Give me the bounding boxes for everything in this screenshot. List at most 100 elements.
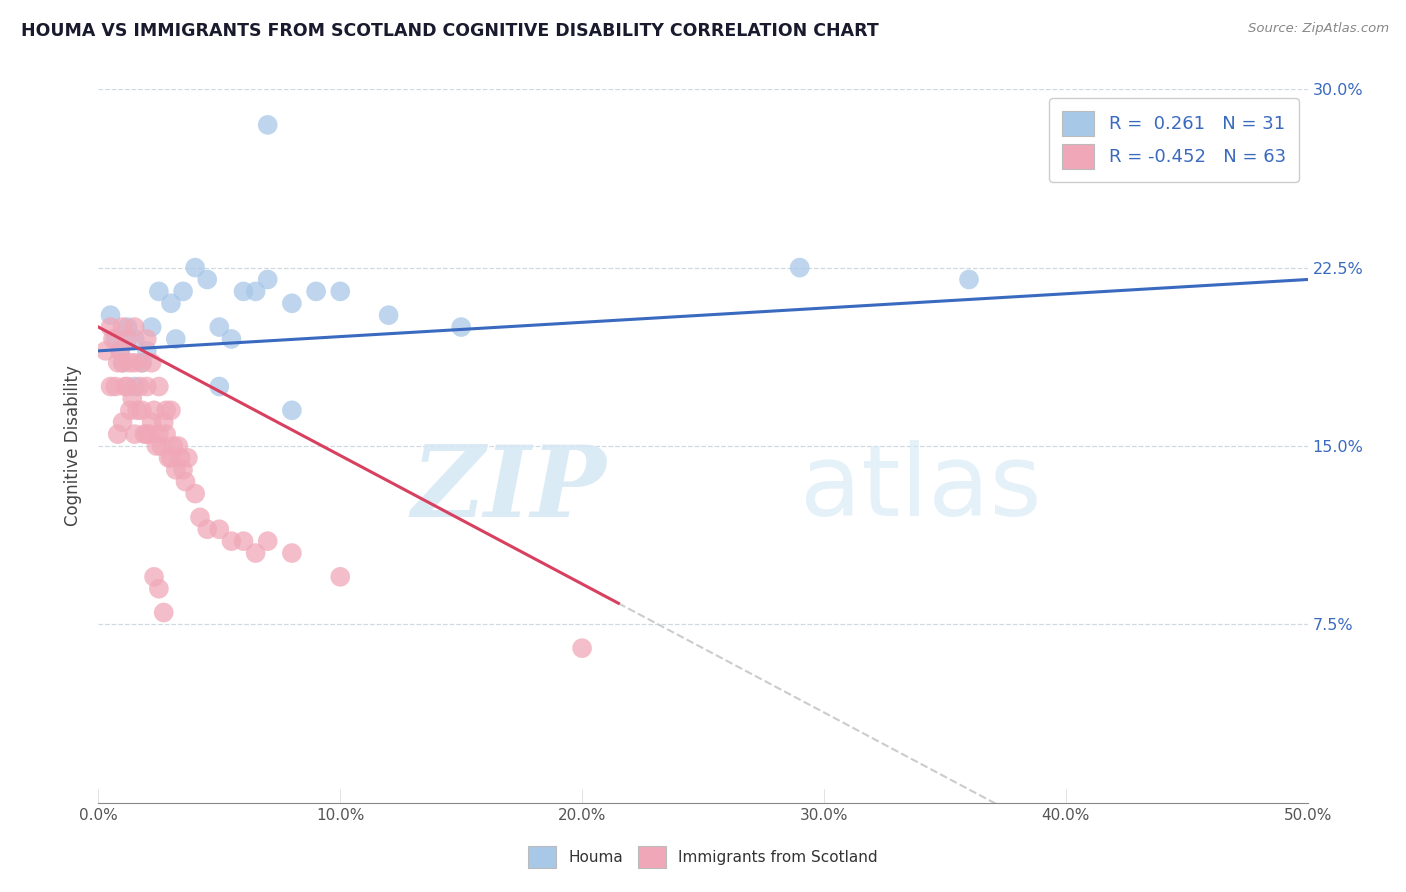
- Point: [111, 415, 134, 429]
- Point: [104, 332, 127, 346]
- Point: [281, 403, 304, 417]
- Point: [143, 570, 166, 584]
- Point: [256, 272, 278, 286]
- Point: [141, 415, 163, 429]
- Point: [131, 356, 153, 370]
- Text: atlas: atlas: [800, 441, 1042, 537]
- Point: [172, 285, 194, 299]
- Text: Source: ZipAtlas.com: Source: ZipAtlas.com: [1249, 22, 1389, 36]
- Point: [165, 332, 187, 346]
- Point: [124, 427, 146, 442]
- Point: [124, 320, 146, 334]
- Point: [232, 534, 254, 549]
- Point: [305, 285, 328, 299]
- Point: [100, 379, 122, 393]
- Point: [208, 320, 231, 334]
- Point: [111, 356, 134, 370]
- Point: [127, 403, 149, 417]
- Point: [957, 272, 980, 286]
- Point: [124, 332, 146, 346]
- Y-axis label: Cognitive Disability: Cognitive Disability: [65, 366, 83, 526]
- Point: [221, 332, 243, 346]
- Point: [329, 570, 352, 584]
- Point: [450, 320, 472, 334]
- Point: [377, 308, 399, 322]
- Point: [148, 582, 170, 596]
- Point: [117, 379, 139, 393]
- Point: [118, 403, 141, 417]
- Point: [114, 379, 136, 393]
- Point: [160, 450, 183, 465]
- Point: [131, 403, 153, 417]
- Point: [134, 427, 156, 442]
- Point: [117, 320, 139, 334]
- Point: [124, 356, 146, 370]
- Point: [108, 343, 131, 358]
- Point: [155, 403, 177, 417]
- Text: HOUMA VS IMMIGRANTS FROM SCOTLAND COGNITIVE DISABILITY CORRELATION CHART: HOUMA VS IMMIGRANTS FROM SCOTLAND COGNIT…: [21, 22, 879, 40]
- Point: [172, 463, 194, 477]
- Point: [148, 285, 170, 299]
- Point: [131, 356, 153, 370]
- Point: [100, 308, 122, 322]
- Point: [111, 356, 134, 370]
- Point: [157, 450, 180, 465]
- Point: [152, 606, 174, 620]
- Point: [145, 439, 167, 453]
- Point: [195, 522, 218, 536]
- Point: [256, 118, 278, 132]
- Point: [188, 510, 211, 524]
- Point: [104, 379, 127, 393]
- Legend: Houma, Immigrants from Scotland: Houma, Immigrants from Scotland: [523, 839, 883, 873]
- Point: [160, 296, 183, 310]
- Point: [138, 427, 160, 442]
- Point: [160, 403, 183, 417]
- Point: [117, 332, 139, 346]
- Point: [177, 450, 200, 465]
- Point: [150, 439, 173, 453]
- Point: [195, 272, 218, 286]
- Point: [121, 392, 143, 406]
- Point: [135, 379, 157, 393]
- Point: [281, 296, 304, 310]
- Point: [169, 450, 191, 465]
- Point: [571, 641, 593, 656]
- Point: [184, 260, 207, 275]
- Point: [208, 522, 231, 536]
- Point: [101, 332, 124, 346]
- Text: ZIP: ZIP: [412, 441, 606, 537]
- Point: [281, 546, 304, 560]
- Point: [152, 415, 174, 429]
- Point: [111, 320, 134, 334]
- Point: [135, 343, 157, 358]
- Point: [118, 356, 141, 370]
- Point: [208, 379, 231, 393]
- Point: [107, 356, 129, 370]
- Point: [256, 534, 278, 549]
- Point: [245, 285, 267, 299]
- Point: [232, 285, 254, 299]
- Point: [94, 343, 117, 358]
- Point: [329, 285, 352, 299]
- Point: [789, 260, 811, 275]
- Point: [174, 475, 197, 489]
- Point: [108, 343, 131, 358]
- Point: [135, 332, 157, 346]
- Point: [135, 427, 157, 442]
- Point: [128, 379, 150, 393]
- Point: [165, 463, 187, 477]
- Point: [155, 427, 177, 442]
- Point: [100, 320, 122, 334]
- Point: [143, 403, 166, 417]
- Point: [184, 486, 207, 500]
- Point: [124, 379, 146, 393]
- Point: [245, 546, 267, 560]
- Point: [167, 439, 190, 453]
- Point: [162, 439, 184, 453]
- Point: [148, 427, 170, 442]
- Point: [141, 320, 163, 334]
- Point: [107, 427, 129, 442]
- Point: [221, 534, 243, 549]
- Point: [141, 356, 163, 370]
- Point: [148, 379, 170, 393]
